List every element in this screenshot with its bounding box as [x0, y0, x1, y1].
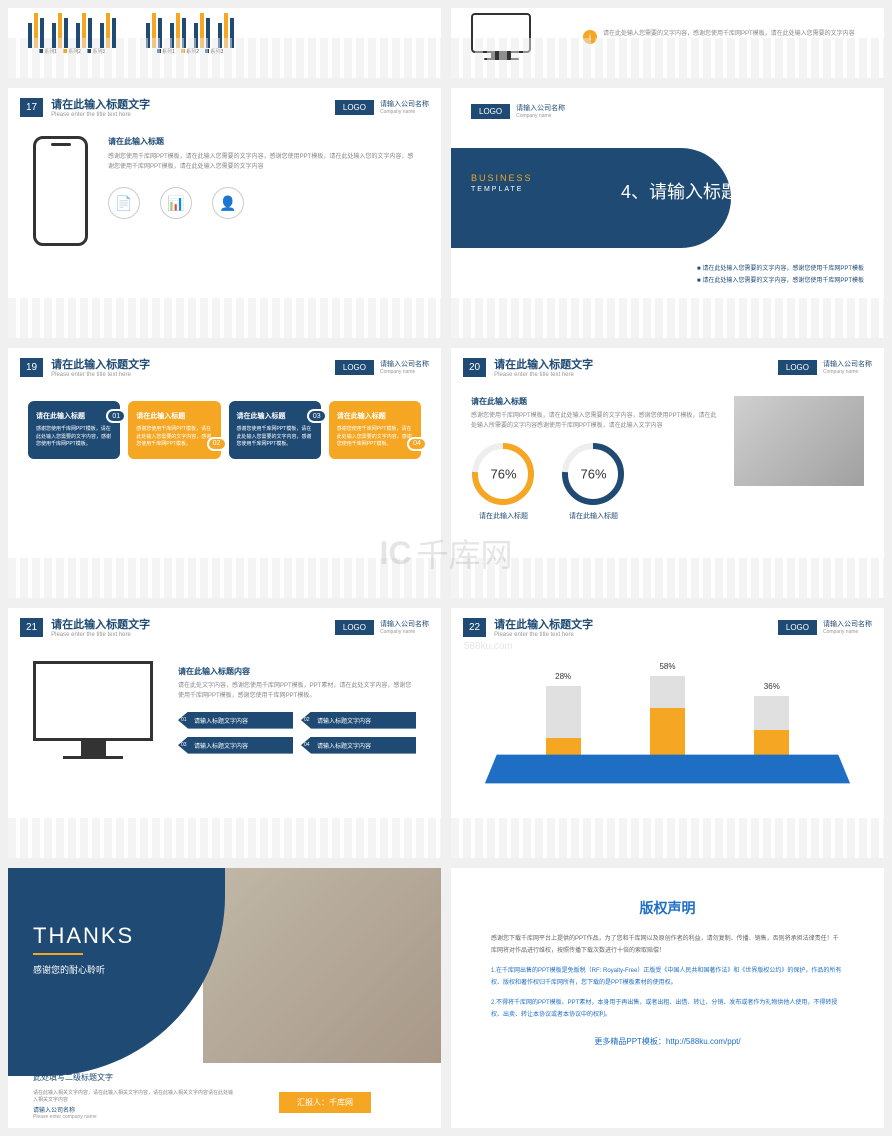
section-title: 4、请输入标题文字 — [621, 178, 775, 204]
donut-chart: 76% — [471, 441, 536, 506]
donut-body: 感谢您使用千库网PPT模板，请在此处输入您需要的文字内容，感谢您使用PPT模板，… — [471, 412, 719, 431]
bar3d-item: 58% — [650, 676, 685, 766]
copyright-footer: 更多精品PPT模板：http://588ku.com/ppt/ — [491, 1036, 844, 1047]
list-title: 请在此输入标题内容 — [178, 666, 416, 677]
tag-item: 02请输入标题文字内容 — [301, 712, 416, 729]
thanks-title: THANKS — [33, 923, 134, 949]
slide-title: 请在此输入标题文字 — [51, 96, 150, 112]
logo: LOGO — [335, 100, 374, 115]
info-card: 03请在此输入标题感谢您使用千库网PPT模板，请在此处输入您需要的文字内容，感谢… — [229, 401, 321, 459]
slide-23: THANKS 感谢您的耐心聆听 此处填写二级标题文字 请在此输入相关文字内容，请… — [8, 868, 441, 1128]
slide-22: 22 请在此输入标题文字 Please enter the title text… — [451, 608, 884, 858]
slide-17: 17 请在此输入标题文字 Please enter the title text… — [8, 88, 441, 338]
company-name: 请输入公司名称 — [516, 103, 565, 113]
slide-15: 系列1 系列2 系列3 系列1 系列2 系列3 — [8, 8, 441, 78]
donut-chart: 76% — [561, 441, 626, 506]
tag-item: 01请输入标题文字内容 — [178, 712, 293, 729]
thanks-photo — [203, 868, 441, 1063]
slide-16: i 请在此处输入您需要的文字内容，感谢您使用千库网PPT模板，请在此处输入您需要… — [451, 8, 884, 78]
presenter-button[interactable]: 汇报人：千库网 — [279, 1092, 371, 1113]
slide-subtitle: Please enter the title text here — [51, 112, 150, 118]
copyright-p1: 感谢您下载千库网平台上提供的PPT作品，为了您和千库网以及原创作者的利益，请勿复… — [491, 933, 844, 957]
donut-title: 请在此输入标题 — [471, 396, 719, 407]
company-sub: Company name — [380, 109, 429, 115]
person-icon: 👤 — [212, 187, 244, 219]
company-sub: Company name — [516, 113, 565, 119]
tag-item: 04请输入标题文字内容 — [301, 737, 416, 754]
slide-21: 21 请在此输入标题文字 Please enter the title text… — [8, 608, 441, 858]
content-body: 感谢您使用千库网PPT模板，请在此输入您需要的文字内容，感谢您使用PPT模板，请… — [108, 153, 416, 172]
thanks-bot-title: 此处填写二级标题文字 — [33, 1072, 113, 1083]
company-name: 请输入公司名称 — [380, 99, 429, 109]
monitor-graphic — [33, 661, 153, 759]
section-label2: TEMPLATE — [471, 186, 523, 193]
section-label1: BUSINESS — [471, 173, 533, 183]
content-title: 请在此输入标题 — [108, 136, 416, 147]
info-card: 04请在此输入标题感谢您使用千库网PPT模板，请在此处输入您需要的文字内容，感谢… — [329, 401, 421, 459]
list-body: 请在此处文字内容，感谢您使用千库网PPT模板，PPT素材，请在此处文字内容，感谢… — [178, 682, 416, 701]
logo: LOGO — [471, 104, 510, 119]
copyright-p3: 2.不得将千库网的PPT模板、PPT素材，本身用于再出售，或者出租、出借、转让、… — [491, 997, 844, 1021]
slide-24: 版权声明 感谢您下载千库网平台上提供的PPT作品，为了您和千库网以及原创作者的利… — [451, 868, 884, 1128]
copyright-title: 版权声明 — [491, 898, 844, 918]
section-bullets: 请在此处输入您需要的文字内容，感谢您使用千库网PPT模板请在此处输入您需要的文字… — [697, 263, 864, 287]
slide-20: 20 请在此输入标题文字 Please enter the title text… — [451, 348, 884, 598]
tag-item: 03请输入标题文字内容 — [178, 737, 293, 754]
thanks-sub: 感谢您的耐心聆听 — [33, 963, 105, 976]
info-card: 02请在此输入标题感谢您使用千库网PPT模板，请在此处输入您需要的文字内容，感谢… — [128, 401, 220, 459]
slide-number: 22 — [463, 618, 486, 637]
slide-number: 20 — [463, 358, 486, 377]
phone-graphic — [33, 136, 88, 246]
slide-19: 19 请在此输入标题文字 Please enter the title text… — [8, 348, 441, 598]
laptop-image — [734, 396, 864, 486]
slide-number: 17 — [20, 98, 43, 117]
document-icon: 📄 — [108, 187, 140, 219]
presentation-icon: 📊 — [160, 187, 192, 219]
thanks-bot-text: 请在此输入相关文字内容，请在此输入相关文字内容，请在此输入相关文字内容请在此处输… — [33, 1089, 233, 1103]
copyright-p2: 1.在千库网出售的PPT模板是免版税（RF: Royalty-Free）正版受《… — [491, 965, 844, 989]
info-card: 01请在此输入标题感谢您使用千库网PPT模板，请在此处输入您需要的文字内容，感谢… — [28, 401, 120, 459]
slide-number: 19 — [20, 358, 43, 377]
slide-18: LOGO 请输入公司名称 Company name BUSINESS TEMPL… — [451, 88, 884, 338]
slide-number: 21 — [20, 618, 43, 637]
